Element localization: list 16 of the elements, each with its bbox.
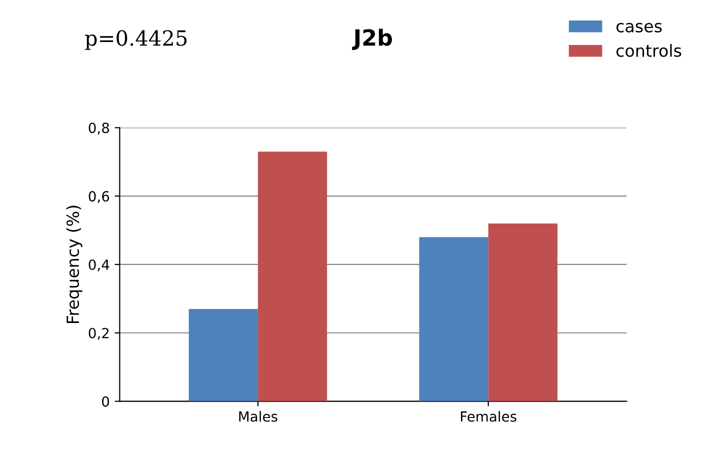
bar xyxy=(258,152,328,402)
bar xyxy=(419,237,488,402)
y-axis-title: Frequency (%) xyxy=(66,206,82,323)
bar xyxy=(188,308,258,402)
text: p=0.4425 xyxy=(85,30,187,50)
bar xyxy=(488,223,558,402)
chart-title: J2b xyxy=(352,28,392,50)
y-tick-label: 0,6 xyxy=(88,191,110,203)
y-tick-label: 0,4 xyxy=(88,259,110,272)
x-tick-label: Females xyxy=(460,411,516,422)
y-tick-label: 0 xyxy=(102,396,110,407)
legend-label: cases xyxy=(616,22,662,32)
x-tick-label: Males xyxy=(239,411,278,422)
y-tick-label: 0,8 xyxy=(88,122,110,135)
y-tick-label: 0,2 xyxy=(88,328,109,340)
legend-label: controls xyxy=(616,44,682,57)
